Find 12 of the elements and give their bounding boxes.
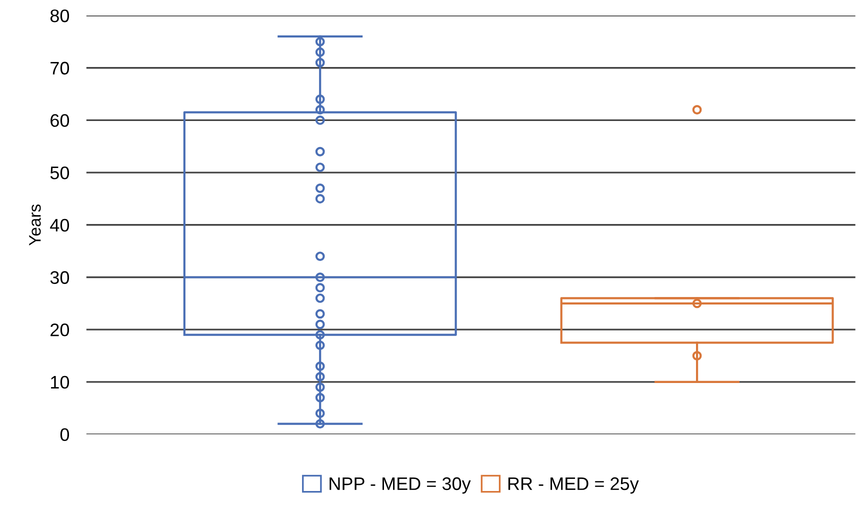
y-tick-label: 20 — [50, 324, 70, 336]
y-tick-label: 60 — [50, 114, 70, 127]
y-tick-label: 70 — [50, 62, 70, 75]
y-tick-label: 0 — [60, 428, 70, 441]
y-tick-label: 30 — [50, 271, 70, 284]
y-axis-title: Years — [29, 204, 41, 246]
y-tick-label: 40 — [50, 218, 70, 232]
y-tick-label: 80 — [50, 9, 70, 22]
y-tick-label: 50 — [50, 166, 70, 180]
legend-label: NPP - MED = 30y — [330, 477, 471, 494]
y-tick-label: 10 — [51, 376, 70, 389]
legend-label: RR - MED = 25y — [508, 477, 639, 494]
